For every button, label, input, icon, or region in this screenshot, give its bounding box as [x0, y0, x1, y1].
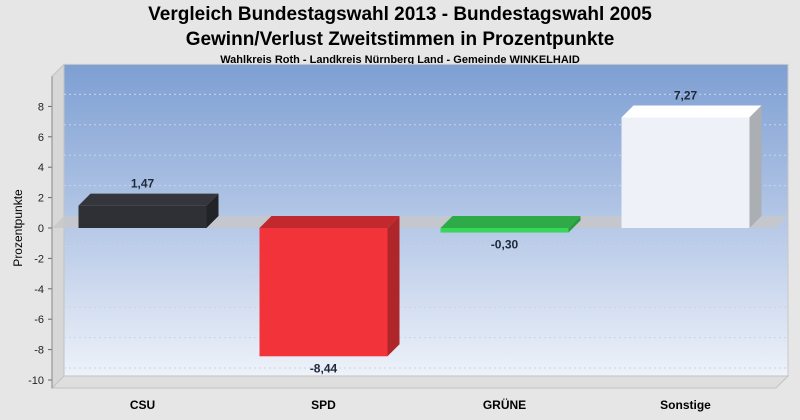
- y-tick-label: -2: [34, 253, 44, 265]
- bar-grüne: [440, 216, 581, 233]
- x-tick-label: Sonstige: [660, 398, 711, 412]
- bar-spd: [259, 216, 400, 357]
- y-tick-label: 8: [38, 101, 44, 113]
- bar-sonstige: [621, 105, 762, 228]
- y-tick-label: -8: [34, 345, 44, 357]
- bar-side: [568, 216, 581, 233]
- x-tick-label: GRÜNE: [483, 397, 526, 412]
- y-axis-label: Prozentpunkte: [11, 189, 25, 267]
- bar-front: [78, 205, 207, 228]
- data-label: -0,30: [491, 238, 519, 252]
- data-label: 7,27: [674, 88, 698, 102]
- y-tick-label: -10: [28, 375, 44, 387]
- bar-top: [78, 193, 219, 206]
- bar-side: [749, 105, 762, 228]
- y-tick-label: -6: [34, 314, 44, 326]
- x-tick-label: CSU: [130, 398, 155, 412]
- x-tick-label: SPD: [311, 398, 336, 412]
- bar-front: [621, 117, 750, 228]
- bar-front: [440, 228, 569, 233]
- y-tick-label: 4: [38, 162, 44, 174]
- bar-side: [206, 193, 219, 228]
- bar-top: [440, 216, 581, 228]
- bar-side: [387, 216, 400, 357]
- chart-title: Vergleich Bundestagswahl 2013 - Bundesta…: [148, 4, 652, 25]
- chart-caption: Wahlkreis Roth - Landkreis Nürnberg Land…: [220, 54, 580, 66]
- y-tick-label: 0: [38, 223, 44, 235]
- bar-front: [259, 228, 388, 357]
- data-label: -8,44: [310, 361, 338, 375]
- bar-csu: [78, 193, 219, 228]
- data-label: 1,47: [131, 177, 155, 191]
- y-tick-label: -4: [34, 284, 44, 296]
- plot-floor: [50, 375, 790, 389]
- bar-top: [259, 216, 400, 228]
- y-tick-label: 6: [38, 132, 44, 144]
- y-tick-label: 2: [38, 193, 44, 205]
- chart-subtitle: Gewinn/Verlust Zweitstimmen in Prozentpu…: [185, 29, 615, 50]
- bar-top: [621, 105, 762, 118]
- zero-plane: [52, 216, 788, 228]
